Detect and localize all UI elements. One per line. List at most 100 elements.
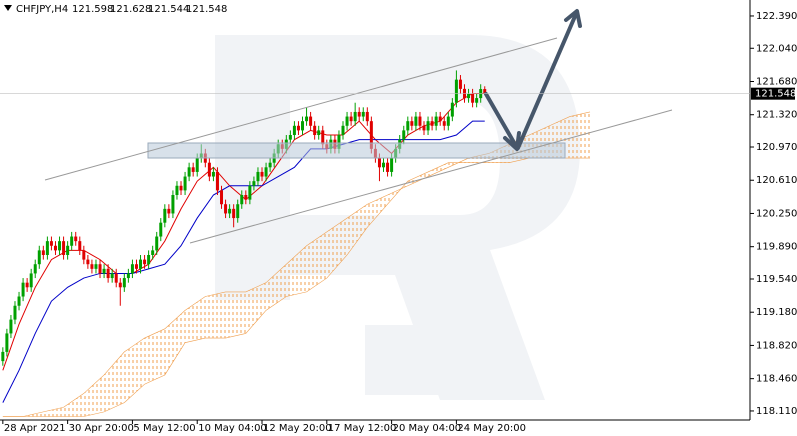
channel-upper (44, 37, 558, 181)
candle-body (296, 125, 300, 131)
candle-body (122, 278, 126, 288)
y-tick-label: 118.110 (756, 406, 797, 417)
candle-body (1, 351, 5, 362)
candle-body (167, 208, 171, 214)
candle-body (62, 241, 66, 255)
y-tick-label: 121.320 (756, 110, 797, 121)
y-tick-label: 121.680 (756, 76, 797, 87)
candle-body (390, 158, 394, 172)
candle-body (151, 250, 155, 255)
header-icon (4, 5, 12, 11)
candle-body (353, 111, 357, 122)
y-tick-label: 118.460 (756, 374, 797, 385)
candle-body (126, 273, 130, 279)
candle-body (377, 158, 381, 168)
candle-body (110, 273, 114, 279)
candle-body (179, 185, 183, 191)
y-tick-label: 119.540 (756, 274, 797, 285)
candle-body (58, 241, 62, 251)
candle-body (94, 264, 98, 269)
candle-body (454, 79, 458, 103)
plot-area (1, 70, 591, 417)
candle-body (450, 102, 454, 117)
candle-body (163, 208, 167, 223)
candle-body (260, 171, 264, 177)
candle-body (224, 204, 228, 214)
candle-body (288, 135, 292, 140)
candle-body (475, 98, 479, 103)
candle-body (207, 162, 211, 177)
candle-body (49, 241, 53, 246)
x-tick-label: 10 May 04:00 (198, 423, 267, 434)
candle-body (82, 250, 86, 260)
candle-body (301, 121, 305, 131)
channel-lower (189, 109, 673, 244)
header-high: 121.628 (110, 4, 151, 15)
candle-body (37, 250, 41, 265)
y-tick-label: 119.890 (756, 242, 797, 253)
candle-body (240, 195, 244, 205)
candle-body (365, 111, 369, 122)
candle-body (211, 171, 215, 177)
cloud-span-b (2, 157, 591, 417)
x-tick-label: 28 Apr 2021 (4, 423, 66, 434)
candle-body (471, 93, 475, 103)
watermark (215, 35, 580, 400)
candle-body (422, 125, 426, 131)
candle-body (147, 254, 151, 265)
ichimoku-cloud (2, 111, 591, 417)
candle-body (410, 121, 414, 126)
y-tick-label: 120.250 (756, 208, 797, 219)
candle-body (171, 195, 175, 214)
candle-body (313, 125, 317, 136)
candle-body (187, 167, 191, 177)
y-tick-label: 120.970 (756, 142, 797, 153)
candle-body (21, 282, 25, 297)
x-tick-label: 20 May 04:00 (393, 423, 462, 434)
candle-body (483, 89, 487, 94)
candle-body (357, 111, 361, 117)
x-tick-label: 30 Apr 20:00 (69, 423, 134, 434)
candle-body (244, 195, 248, 200)
x-tick-label: 24 May 20:00 (457, 423, 526, 434)
candle-body (321, 130, 325, 145)
candle-body (41, 250, 45, 255)
candle-body (159, 222, 163, 237)
candle-body (175, 185, 179, 196)
candle-body (9, 319, 13, 334)
x-tick-label: 12 May 20:00 (263, 423, 332, 434)
candle-body (114, 273, 118, 283)
candle-body (430, 121, 434, 126)
header-close: 121.548 (186, 4, 227, 15)
last-price-box (751, 87, 795, 100)
candle-body (29, 273, 33, 288)
y-tick-label: 119.180 (756, 307, 797, 318)
candle-body (78, 241, 82, 251)
candle-body (292, 125, 296, 136)
candle-body (155, 236, 159, 251)
candle-body (13, 305, 17, 320)
x-tick-label: 17 May 12:00 (328, 423, 397, 434)
candle-body (102, 268, 106, 274)
candle-body (195, 158, 199, 172)
candle-body (134, 264, 138, 269)
candle-body (317, 130, 321, 136)
candle-body (414, 116, 418, 126)
candle-body (252, 181, 256, 186)
candle-body (446, 116, 450, 126)
candle-body (53, 245, 57, 251)
candle-body (17, 296, 21, 306)
candle-body (70, 236, 74, 246)
forecast-arrow (484, 9, 582, 151)
x-tick-label: 5 May 12:00 (133, 423, 195, 434)
candle-body (220, 190, 224, 205)
candle-body (139, 259, 143, 269)
candle-body (5, 333, 9, 352)
candle-body (25, 282, 29, 288)
candle-body (341, 125, 345, 136)
candle-body (86, 259, 90, 265)
y-tick-label: 118.820 (756, 340, 797, 351)
candle-body (426, 121, 430, 131)
candle-body (349, 116, 353, 122)
